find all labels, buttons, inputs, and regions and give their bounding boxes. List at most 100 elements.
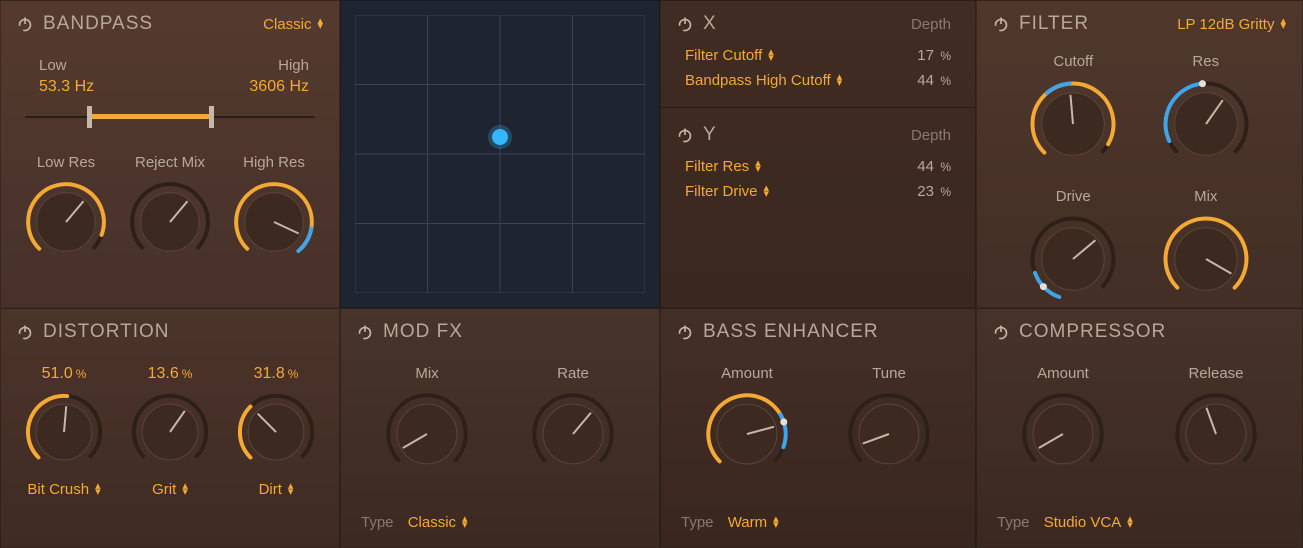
filter-mode-dropdown[interactable]: LP 12dB Gritty ▴▾: [1177, 16, 1286, 33]
knob-label: Amount: [1037, 365, 1089, 382]
knob-label: Rate: [557, 365, 589, 382]
knob-label: Cutoff: [1053, 53, 1093, 70]
xy-target-dropdown[interactable]: Filter Cutoff ▴▾: [685, 47, 774, 64]
power-icon[interactable]: [993, 16, 1009, 32]
knob-label: Res: [1192, 53, 1219, 70]
knob[interactable]: 31.8% Dirt▴▾: [235, 365, 317, 498]
knob-label: Amount: [721, 365, 773, 382]
xy-assignment-row: Filter Drive ▴▾ 23 %: [661, 179, 975, 204]
power-icon[interactable]: [677, 324, 693, 340]
chevron-updown-icon: ▴▾: [317, 19, 323, 30]
chevron-updown-icon: ▴▾: [1127, 517, 1133, 528]
chevron-updown-icon: ▴▾: [462, 517, 468, 528]
bandpass-range-slider[interactable]: [25, 102, 315, 132]
knob[interactable]: High Res: [231, 154, 317, 265]
range-handle-high[interactable]: [209, 106, 214, 128]
low-label: Low: [39, 57, 67, 74]
knob-label: High Res: [243, 154, 305, 171]
chevron-updown-icon: ▴▾: [755, 161, 761, 172]
range-handle-low[interactable]: [87, 106, 92, 128]
knob[interactable]: Mix: [383, 365, 471, 478]
knob-label: Reject Mix: [135, 154, 205, 171]
xy-target-dropdown[interactable]: Bandpass High Cutoff ▴▾: [685, 72, 842, 89]
chevron-updown-icon: ▴▾: [773, 517, 779, 528]
chevron-updown-icon: ▴▾: [1280, 19, 1286, 30]
xy-pad-panel: [340, 0, 660, 308]
y-depth-label: Depth: [911, 127, 951, 144]
modfx-title: MOD FX: [383, 321, 463, 343]
chevron-updown-icon: ▴▾: [95, 484, 101, 495]
xy-assignments-panel: X Depth Filter Cutoff ▴▾ 17 % Bandpass H…: [660, 0, 976, 308]
knob[interactable]: Amount: [1019, 365, 1107, 478]
high-value[interactable]: 3606 Hz: [249, 78, 309, 96]
bandpass-title: BANDPASS: [43, 13, 153, 35]
x-depth-label: Depth: [911, 16, 951, 33]
xy-assignment-row: Filter Cutoff ▴▾ 17 %: [661, 43, 975, 68]
modfx-type-label: Type: [361, 514, 394, 531]
filter-mode-label: LP 12dB Gritty: [1177, 16, 1274, 33]
knob[interactable]: Res: [1140, 53, 1273, 170]
power-icon[interactable]: [993, 324, 1009, 340]
filter-title: FILTER: [1019, 13, 1089, 35]
modfx-panel: MOD FX Mix Rate Type Classic ▴▾: [340, 308, 660, 548]
knob[interactable]: Rate: [529, 365, 617, 478]
bandpass-panel: BANDPASS Classic ▴▾ Low 53.3 Hz High 360…: [0, 0, 340, 308]
knob-value[interactable]: 31.8%: [254, 365, 299, 383]
power-icon[interactable]: [357, 324, 373, 340]
knob[interactable]: Drive: [1007, 188, 1140, 305]
knob[interactable]: Tune: [845, 365, 933, 478]
knob-label: Release: [1188, 365, 1243, 382]
knob-type-dropdown[interactable]: Dirt▴▾: [259, 481, 294, 498]
bandpass-mode-label: Classic: [263, 16, 311, 33]
xy-depth-value[interactable]: 44 %: [917, 158, 951, 175]
comp-panel: COMPRESSOR Amount Release Type Studio VC…: [976, 308, 1303, 548]
xy-depth-value[interactable]: 23 %: [917, 183, 951, 200]
knob-type-dropdown[interactable]: Bit Crush▴▾: [27, 481, 100, 498]
knob[interactable]: Reject Mix: [127, 154, 213, 265]
distortion-title: DISTORTION: [43, 321, 169, 343]
y-title: Y: [703, 124, 717, 146]
xy-pad[interactable]: [355, 15, 645, 293]
xy-assignment-row: Filter Res ▴▾ 44 %: [661, 154, 975, 179]
comp-type-label: Type: [997, 514, 1030, 531]
knob-label: Low Res: [37, 154, 95, 171]
knob[interactable]: Mix: [1140, 188, 1273, 305]
chevron-updown-icon: ▴▾: [768, 50, 774, 61]
xy-depth-value[interactable]: 17 %: [917, 47, 951, 64]
filter-panel: FILTER LP 12dB Gritty ▴▾ Cutoff Res Driv…: [976, 0, 1303, 308]
xy-target-dropdown[interactable]: Filter Res ▴▾: [685, 158, 761, 175]
power-icon[interactable]: [677, 16, 693, 32]
knob[interactable]: Low Res: [23, 154, 109, 265]
power-icon[interactable]: [677, 127, 693, 143]
xy-depth-value[interactable]: 44 %: [917, 72, 951, 89]
xy-target-dropdown[interactable]: Filter Drive ▴▾: [685, 183, 769, 200]
knob[interactable]: Release: [1172, 365, 1260, 478]
chevron-updown-icon: ▴▾: [288, 484, 294, 495]
knob-label: Drive: [1056, 188, 1091, 205]
chevron-updown-icon: ▴▾: [182, 484, 188, 495]
knob-value[interactable]: 13.6%: [148, 365, 193, 383]
power-icon[interactable]: [17, 324, 33, 340]
knob[interactable]: Cutoff: [1007, 53, 1140, 170]
distortion-panel: DISTORTION 51.0% Bit Crush▴▾ 13.6% Grit▴…: [0, 308, 340, 548]
knob-label: Tune: [872, 365, 906, 382]
knob-value[interactable]: 51.0%: [42, 365, 87, 383]
comp-type-dropdown[interactable]: Studio VCA ▴▾: [1044, 514, 1133, 531]
knob[interactable]: Amount: [703, 365, 791, 478]
knob[interactable]: 13.6% Grit▴▾: [129, 365, 211, 498]
bass-panel: BASS ENHANCER Amount Tune Type Warm ▴▾: [660, 308, 976, 548]
knob[interactable]: 51.0% Bit Crush▴▾: [23, 365, 105, 498]
bass-type-dropdown[interactable]: Warm ▴▾: [728, 514, 779, 531]
knob-label: Mix: [415, 365, 438, 382]
bandpass-mode-dropdown[interactable]: Classic ▴▾: [263, 16, 323, 33]
chevron-updown-icon: ▴▾: [764, 186, 770, 197]
modfx-type-dropdown[interactable]: Classic ▴▾: [408, 514, 468, 531]
low-value[interactable]: 53.3 Hz: [39, 78, 94, 96]
high-label: High: [278, 57, 309, 74]
bass-title: BASS ENHANCER: [703, 321, 879, 343]
x-title: X: [703, 13, 717, 35]
knob-label: Mix: [1194, 188, 1217, 205]
knob-type-dropdown[interactable]: Grit▴▾: [152, 481, 188, 498]
xy-assignment-row: Bandpass High Cutoff ▴▾ 44 %: [661, 68, 975, 93]
power-icon[interactable]: [17, 16, 33, 32]
